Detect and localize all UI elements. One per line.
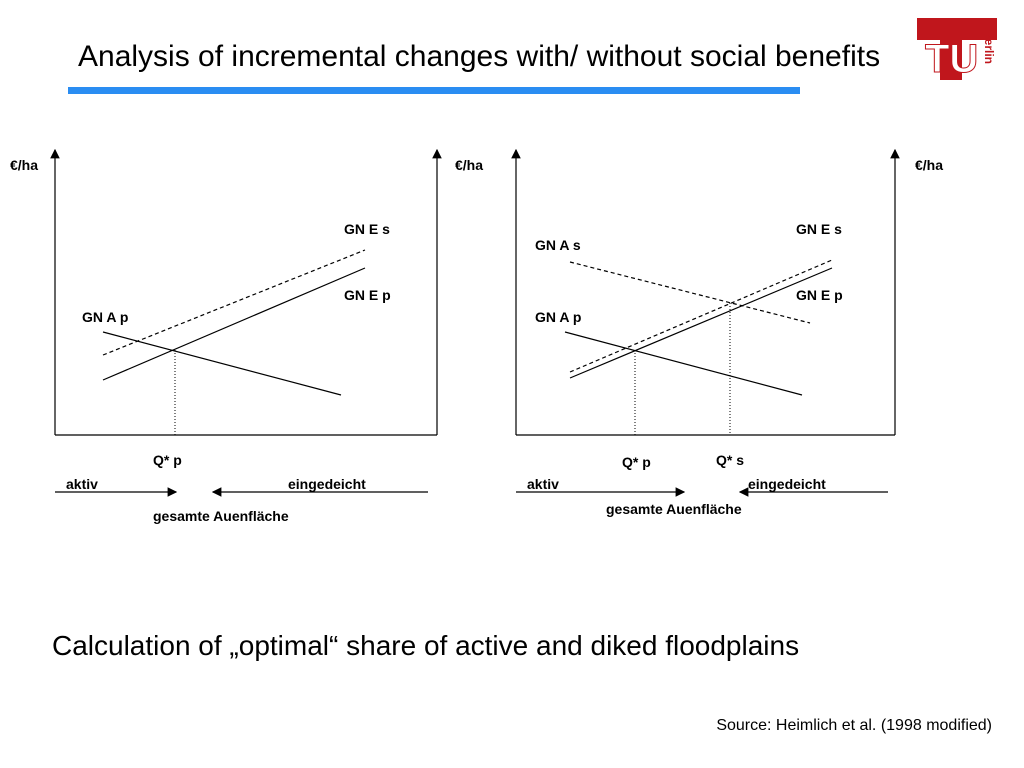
logo: TU Berlin bbox=[917, 18, 997, 82]
logo-name: Berlin bbox=[982, 30, 996, 64]
title-underline bbox=[68, 87, 800, 94]
arrow-label: eingedeicht bbox=[748, 476, 826, 492]
curve-label: GN E p bbox=[796, 287, 843, 303]
curve-label: GN E p bbox=[344, 287, 391, 303]
x-axis-label: gesamte Auenfläche bbox=[606, 501, 742, 517]
q-label: Q* p bbox=[622, 454, 651, 470]
curve-label: GN A s bbox=[535, 237, 581, 253]
y-axis-label: €/ha bbox=[915, 157, 943, 173]
caption: Calculation of „optimal“ share of active… bbox=[52, 630, 799, 661]
y-axis-label: €/ha bbox=[455, 157, 483, 173]
curve-label: GN A p bbox=[82, 309, 128, 325]
curve-label: GN E s bbox=[344, 221, 390, 237]
arrow-label: eingedeicht bbox=[288, 476, 366, 492]
arrow-label: aktiv bbox=[66, 476, 98, 492]
curve-label: GN A p bbox=[535, 309, 581, 325]
diagram-1: €/ha €/ha GN E s GN E p GN A p Q* p akti… bbox=[10, 148, 483, 524]
diagram-2: €/ha GN A s GN E s GN E p GN A p Q* p Q*… bbox=[511, 148, 943, 517]
q-label: Q* p bbox=[153, 452, 182, 468]
source: Source: Heimlich et al. (1998 modified) bbox=[716, 717, 992, 734]
curve-label: GN E s bbox=[796, 221, 842, 237]
x-axis-label: gesamte Auenfläche bbox=[153, 508, 289, 524]
arrow-label: aktiv bbox=[527, 476, 559, 492]
q-label: Q* s bbox=[716, 452, 744, 468]
y-axis-label: €/ha bbox=[10, 157, 38, 173]
logo-letters: TU bbox=[925, 37, 978, 81]
title: Analysis of incremental changes with/ wi… bbox=[78, 40, 880, 73]
